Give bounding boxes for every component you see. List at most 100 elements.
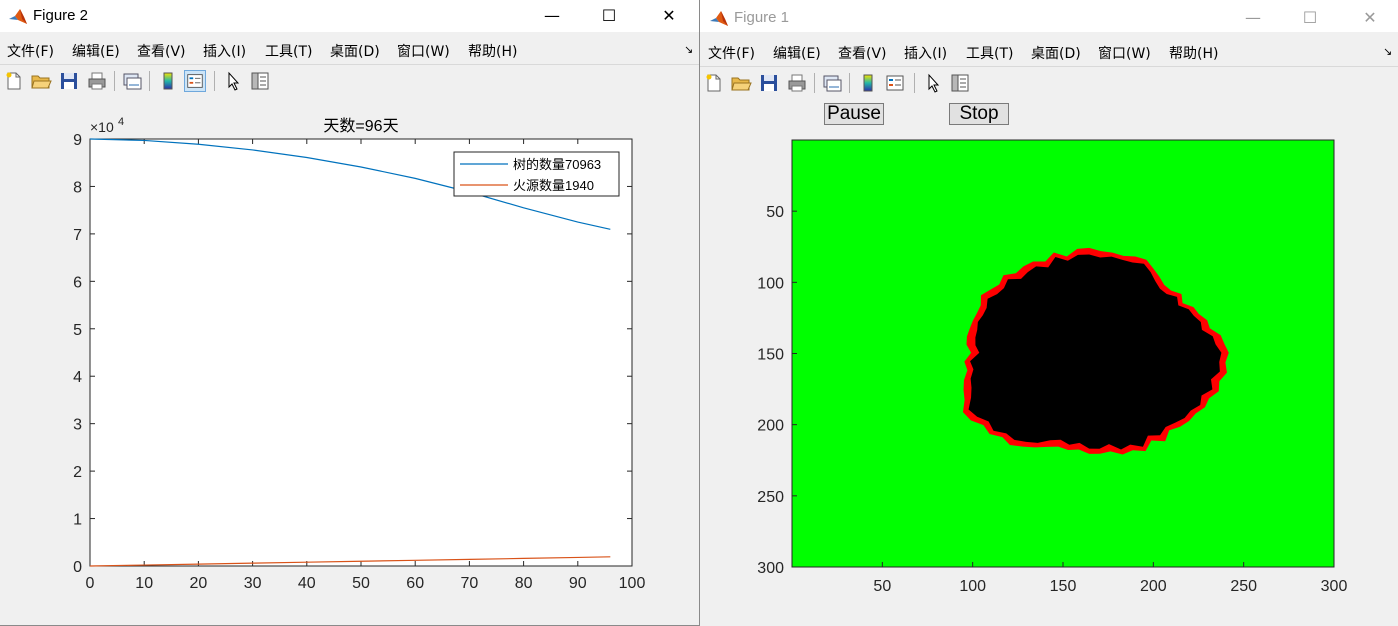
- y-tick-label: 200: [757, 418, 784, 435]
- map-area: [791, 139, 1335, 568]
- menu-help[interactable]: 帮助(H): [1169, 46, 1219, 62]
- x-tick-label: 20: [190, 575, 208, 592]
- y-exponent-power: 4: [118, 116, 124, 128]
- minimize-button[interactable]: —: [1245, 8, 1261, 27]
- menu-file[interactable]: 文件(F): [7, 44, 54, 60]
- property-inspector-icon[interactable]: [249, 70, 271, 92]
- menu-help[interactable]: 帮助(H): [468, 44, 518, 60]
- x-tick-label: 80: [515, 575, 533, 592]
- figure-2-canvas: 0 10 20 30 40 50 60 70 80 90 100 0 1 2 3 4 5 6 7 8 9 ×10 4 天数=9…: [0, 97, 699, 625]
- pointer-icon[interactable]: [922, 72, 944, 94]
- y-tick-label: 2: [73, 464, 82, 481]
- close-button[interactable]: ✕: [1363, 8, 1377, 27]
- x-tick-label: 250: [1230, 578, 1257, 595]
- x-tick-label: 90: [569, 575, 587, 592]
- legend-label: 火源数量1940: [513, 178, 594, 193]
- y-tick-label: 250: [757, 489, 784, 506]
- toolbar-separator: [914, 73, 915, 93]
- maximize-button[interactable]: ☐: [601, 6, 617, 25]
- menu-window[interactable]: 窗口(W): [1098, 46, 1151, 62]
- toolbar-separator: [814, 73, 815, 93]
- menu-view[interactable]: 查看(V): [838, 46, 887, 62]
- x-tick-label: 100: [959, 578, 986, 595]
- y-tick-label: 8: [73, 179, 82, 196]
- y-tick-label: 9: [73, 132, 82, 149]
- toolbar-separator: [849, 73, 850, 93]
- y-tick-label: 5: [73, 322, 82, 339]
- window-title: Figure 1: [734, 9, 790, 26]
- save-icon[interactable]: [58, 70, 80, 92]
- x-tick-label: 70: [461, 575, 479, 592]
- maximize-button[interactable]: ☐: [1302, 8, 1318, 27]
- toolbar-separator: [149, 71, 150, 91]
- toolbar-separator: [214, 71, 215, 91]
- print-icon[interactable]: [786, 72, 808, 94]
- window-title: Figure 2: [33, 7, 89, 24]
- menu-edit[interactable]: 编辑(E): [72, 44, 120, 60]
- menu-insert[interactable]: 插入(I): [904, 46, 948, 62]
- link-plot-icon[interactable]: [121, 70, 143, 92]
- minimize-button[interactable]: —: [544, 6, 560, 25]
- menu-file[interactable]: 文件(F): [708, 46, 755, 62]
- menu-tools[interactable]: 工具(T): [265, 44, 313, 60]
- link-plot-icon[interactable]: [821, 72, 843, 94]
- colorbar-icon[interactable]: [857, 72, 879, 94]
- menu-desktop[interactable]: 桌面(D): [330, 44, 380, 60]
- y-tick-label: 7: [73, 227, 82, 244]
- y-tick-label: 6: [73, 274, 82, 291]
- fire-front: [962, 247, 1229, 455]
- colorbar-icon[interactable]: [157, 70, 179, 92]
- menu-tools[interactable]: 工具(T): [966, 46, 1014, 62]
- property-inspector-icon[interactable]: [949, 72, 971, 94]
- x-tick-label: 50: [873, 578, 891, 595]
- y-tick-label: 50: [766, 204, 784, 221]
- new-figure-icon[interactable]: [3, 70, 25, 92]
- figure-1-window: Figure 1 — ☐ ✕ 文件(F) 编辑(E) 查看(V) 插入(I) 工…: [700, 0, 1398, 626]
- series-line: [89, 138, 611, 230]
- open-file-icon[interactable]: [30, 70, 52, 92]
- figure-1-canvas: Pause Stop 50 100 150 200 250 300 50 100 150 200 2…: [700, 98, 1398, 626]
- menu-bar: 文件(F) 编辑(E) 查看(V) 插入(I) 工具(T) 桌面(D) 窗口(W…: [0, 36, 699, 64]
- figure-toolbar: [700, 66, 1398, 100]
- x-tick-label: 60: [406, 575, 424, 592]
- plot-area: [89, 138, 633, 567]
- open-file-icon[interactable]: [730, 72, 752, 94]
- x-tick-label: 0: [86, 575, 95, 592]
- y-tick-label: 4: [73, 369, 82, 386]
- new-figure-icon[interactable]: [703, 72, 725, 94]
- burned-area: [968, 254, 1222, 450]
- legend-icon[interactable]: [184, 70, 206, 92]
- print-icon[interactable]: [86, 70, 108, 92]
- dock-arrow-icon[interactable]: ↘: [1383, 45, 1393, 58]
- dock-arrow-icon[interactable]: ↘: [684, 43, 694, 56]
- menu-edit[interactable]: 编辑(E): [773, 46, 821, 62]
- figure-2-window: Figure 2 — ☐ ✕ 文件(F) 编辑(E) 查看(V) 插入(I) 工…: [0, 0, 700, 626]
- menu-bar: 文件(F) 编辑(E) 查看(V) 插入(I) 工具(T) 桌面(D) 窗口(W…: [700, 38, 1398, 66]
- y-tick-label: 1: [73, 512, 82, 529]
- x-tick-label: 200: [1140, 578, 1167, 595]
- y-tick-label: 150: [757, 347, 784, 364]
- menu-window[interactable]: 窗口(W): [397, 44, 450, 60]
- legend: [453, 151, 620, 197]
- stop-button[interactable]: Stop: [949, 103, 1009, 125]
- legend-icon[interactable]: [884, 72, 906, 94]
- x-tick-label: 10: [135, 575, 153, 592]
- x-tick-label: 30: [244, 575, 262, 592]
- menu-insert[interactable]: 插入(I): [203, 44, 247, 60]
- y-tick-label: 0: [73, 559, 82, 576]
- toolbar-separator: [114, 71, 115, 91]
- pointer-icon[interactable]: [222, 70, 244, 92]
- title-bar: Figure 2 — ☐ ✕: [0, 0, 699, 32]
- menu-desktop[interactable]: 桌面(D): [1031, 46, 1081, 62]
- line-chart[interactable]: 0 10 20 30 40 50 60 70 80 90 100 0 1 2 3 4 5 6 7 8 9 ×10 4 天数=9…: [0, 97, 699, 625]
- menu-view[interactable]: 查看(V): [137, 44, 186, 60]
- y-tick-label: 300: [757, 560, 784, 577]
- save-icon[interactable]: [758, 72, 780, 94]
- title-bar: Figure 1 — ☐ ✕: [700, 0, 1398, 32]
- figure-toolbar: [0, 64, 699, 98]
- close-button[interactable]: ✕: [662, 6, 676, 25]
- x-tick-label: 300: [1321, 578, 1348, 595]
- matlab-icon: [710, 11, 728, 26]
- x-tick-label: 100: [619, 575, 646, 592]
- pause-button[interactable]: Pause: [824, 103, 884, 125]
